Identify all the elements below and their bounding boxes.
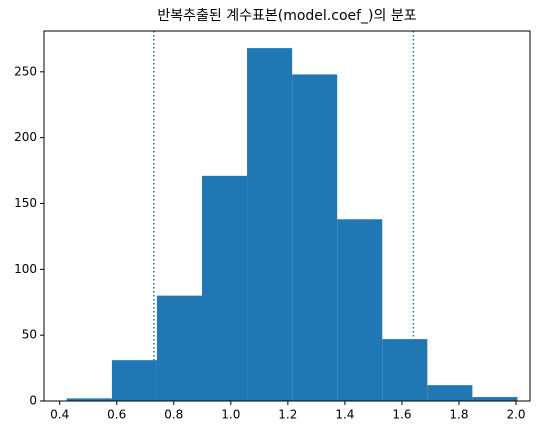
x-tick-label: 1.8 <box>449 408 468 422</box>
bar <box>202 175 248 401</box>
bar <box>427 385 473 401</box>
y-tick-label: 0 <box>29 394 37 408</box>
x-tick-label: 0.6 <box>107 408 126 422</box>
x-tick-label: 2.0 <box>506 408 525 422</box>
y-tick-label: 50 <box>22 328 37 342</box>
bar <box>337 219 383 401</box>
plot-frame <box>43 30 531 402</box>
x-tick-label: 1.2 <box>278 408 297 422</box>
bar <box>66 398 112 401</box>
bar <box>156 295 203 401</box>
x-tick-label: 1.6 <box>392 408 411 422</box>
bar <box>111 360 157 401</box>
x-tick-label: 0.8 <box>164 408 183 422</box>
x-tick-label: 0.4 <box>50 408 69 422</box>
y-tick-label: 200 <box>14 130 37 144</box>
y-tick-label: 150 <box>14 196 37 210</box>
bar <box>292 74 338 401</box>
y-tick-label: 100 <box>14 262 37 276</box>
chart-title: 반복추출된 계수표본(model.coef_)의 분포 <box>157 8 416 24</box>
x-tick-label: 1.0 <box>221 408 240 422</box>
x-tick-label: 1.4 <box>335 408 354 422</box>
bar <box>472 397 518 401</box>
bar <box>247 48 293 402</box>
bar <box>382 339 428 401</box>
y-tick-label: 250 <box>14 64 37 78</box>
